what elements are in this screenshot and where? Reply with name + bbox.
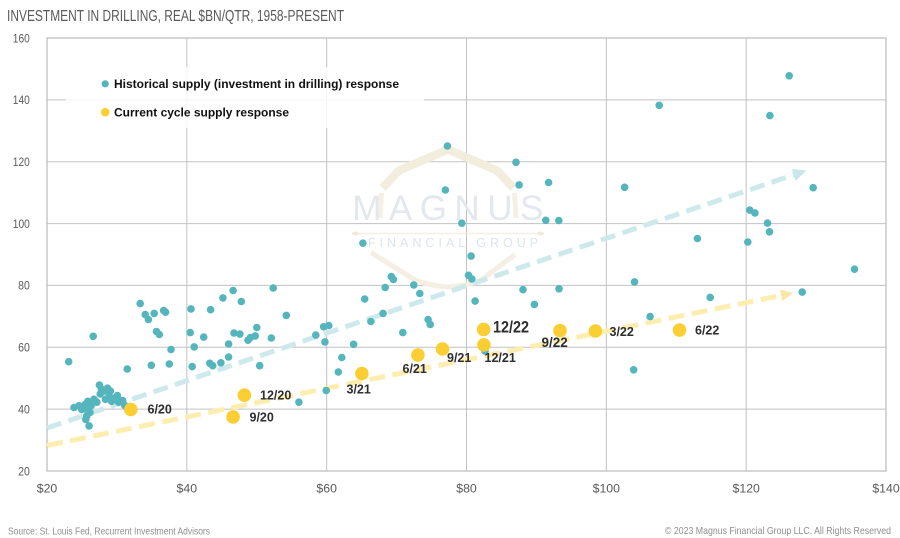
svg-text:$40: $40 <box>177 481 198 495</box>
svg-text:3/22: 3/22 <box>610 325 634 339</box>
svg-text:Current cycle supply response: Current cycle supply response <box>114 106 289 120</box>
svg-text:$100: $100 <box>593 481 621 495</box>
svg-text:© 2023 Magnus Financial Group: © 2023 Magnus Financial Group LLC. All R… <box>665 525 891 537</box>
svg-text:6/21: 6/21 <box>403 362 427 376</box>
svg-text:6/20: 6/20 <box>148 403 172 417</box>
svg-text:140: 140 <box>13 93 30 107</box>
svg-text:60: 60 <box>18 341 30 355</box>
svg-text:Historical supply (investment: Historical supply (investment in drillin… <box>114 77 399 91</box>
svg-text:$60: $60 <box>316 481 337 495</box>
svg-text:20: 20 <box>18 464 30 478</box>
svg-text:9/20: 9/20 <box>250 411 274 425</box>
svg-text:12/22: 12/22 <box>493 319 529 337</box>
svg-text:$20: $20 <box>37 481 58 495</box>
svg-text:12/21: 12/21 <box>485 351 516 365</box>
svg-text:$120: $120 <box>733 481 761 495</box>
svg-text:6/22: 6/22 <box>695 324 719 338</box>
svg-text:9/22: 9/22 <box>542 335 568 350</box>
svg-text:160: 160 <box>13 31 30 45</box>
svg-text:80: 80 <box>18 279 30 293</box>
svg-text:$140: $140 <box>872 481 900 495</box>
svg-text:40: 40 <box>18 402 30 416</box>
svg-text:12/20: 12/20 <box>260 389 291 403</box>
svg-text:100: 100 <box>13 217 30 231</box>
svg-text:INVESTMENT IN DRILLING, REAL $: INVESTMENT IN DRILLING, REAL $BN/QTR, 19… <box>7 8 344 25</box>
svg-text:120: 120 <box>13 155 30 169</box>
svg-text:3/21: 3/21 <box>347 383 371 397</box>
svg-text:9/21: 9/21 <box>447 351 471 365</box>
svg-text:$80: $80 <box>456 481 477 495</box>
svg-text:FINANCIAL GROUP: FINANCIAL GROUP <box>368 236 542 250</box>
svg-text:Source: St. Louis Fed, Recurre: Source: St. Louis Fed, Recurrent Investm… <box>8 526 210 538</box>
svg-text:MAGNUS: MAGNUS <box>352 189 551 228</box>
